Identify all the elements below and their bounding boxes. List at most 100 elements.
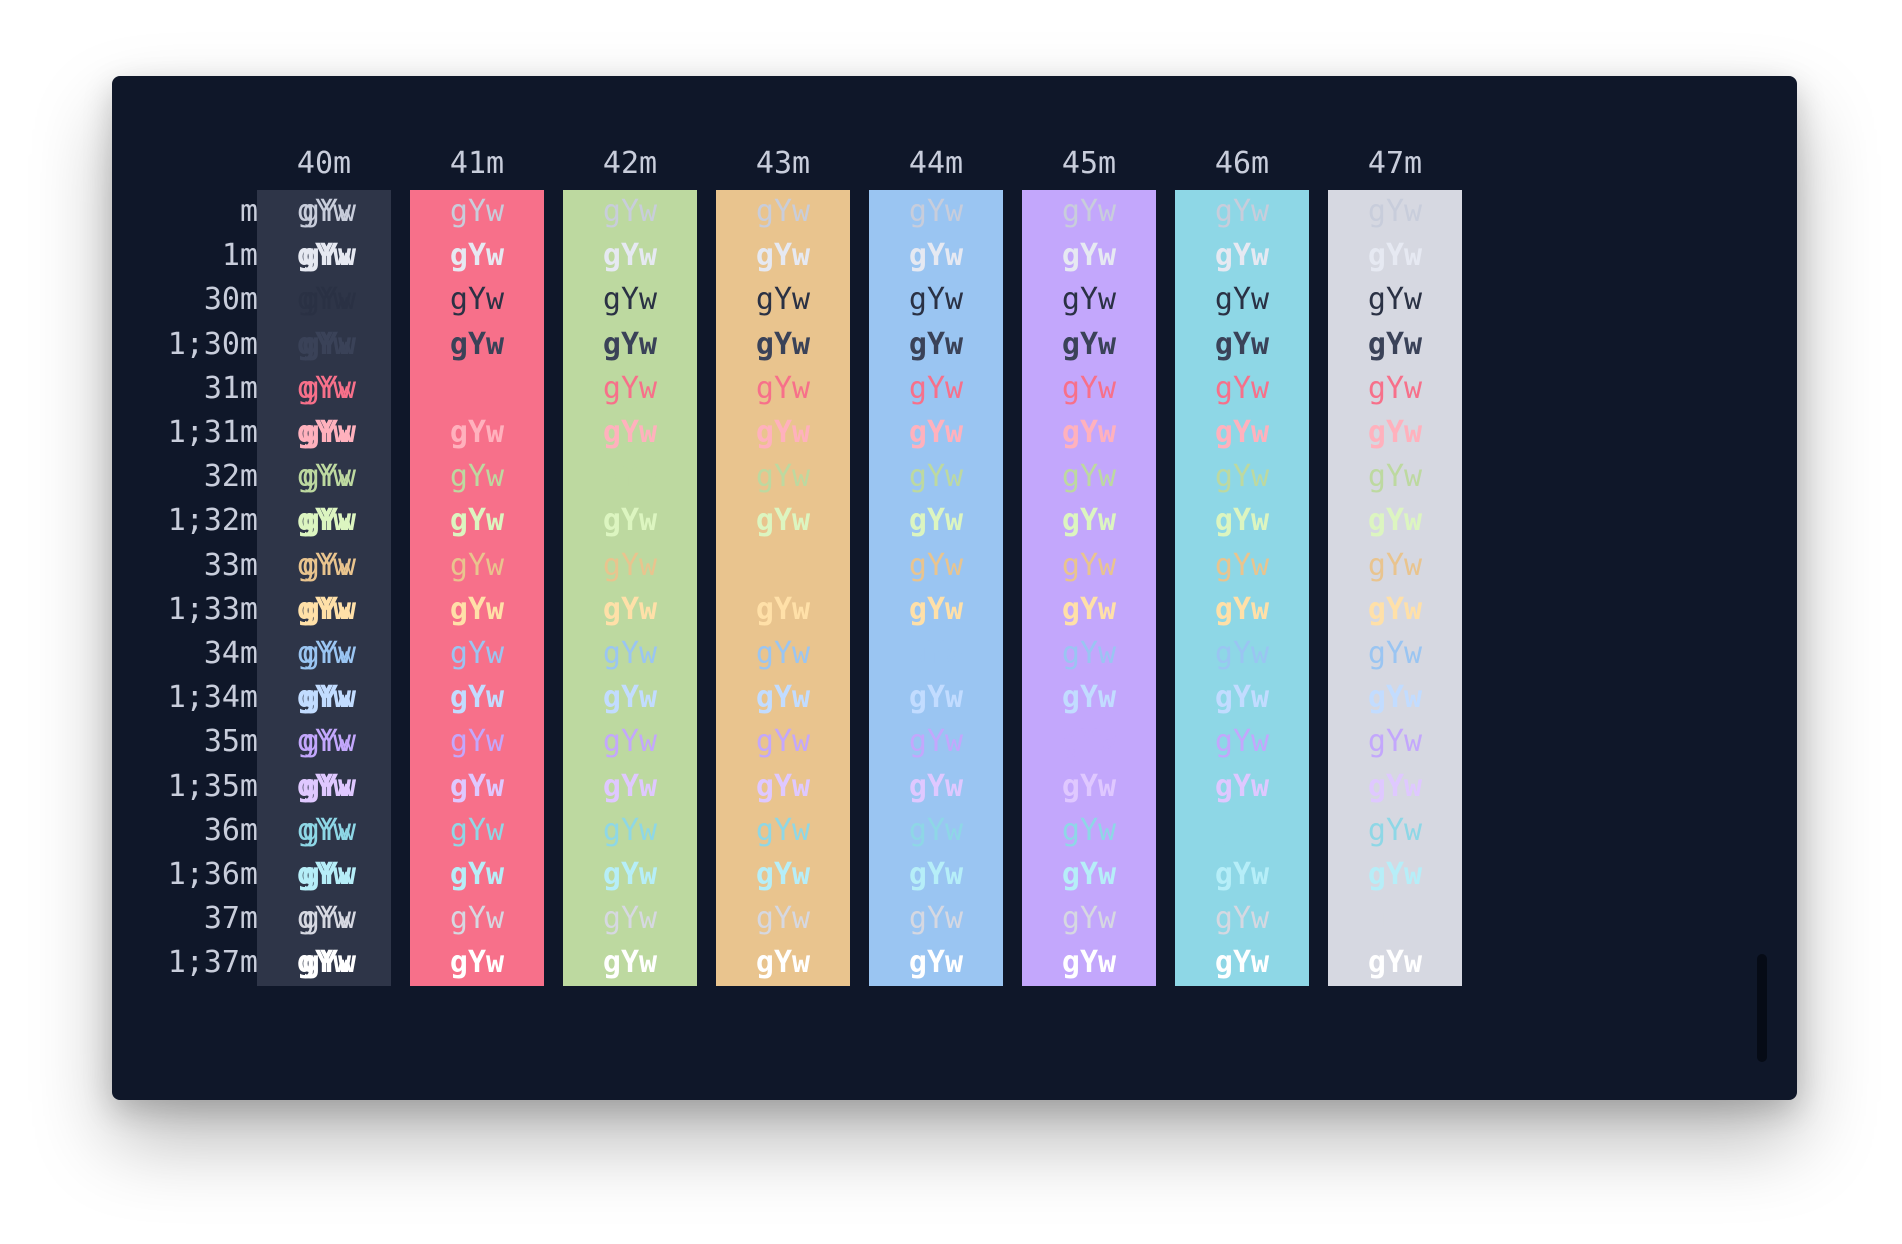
- sample-cell: gYw: [1214, 327, 1270, 362]
- sample-cell: gYw: [301, 724, 357, 759]
- sample-cell: gYw: [296, 371, 352, 406]
- background-column-43m: [716, 190, 850, 986]
- sample-cell: gYw: [1214, 680, 1270, 715]
- sample-cell: gYw: [301, 592, 357, 627]
- sample-cell: gYw: [602, 901, 658, 936]
- row-label: 32m: [203, 459, 258, 494]
- sample-cell: gYw: [755, 945, 811, 980]
- background-column-45m: [1022, 190, 1156, 986]
- sample-cell: gYw: [602, 680, 658, 715]
- sample-cell: gYw: [908, 945, 964, 980]
- sample-cell: gYw: [1367, 680, 1423, 715]
- terminal-window[interactable]: 40m 41m 42m 43m 44m 45m 46m 47m m gYw gYw gYw gYw gYw…: [112, 76, 1797, 1100]
- sample-cell: gYw: [755, 503, 811, 538]
- sample-cell: gYw: [1061, 194, 1117, 229]
- sample-cell: gYw: [755, 901, 811, 936]
- sample-cell: gYw: [1061, 371, 1117, 406]
- sample-cell: gYw: [1214, 282, 1270, 317]
- sample-cell: gYw: [296, 769, 352, 804]
- sample-cell: gYw: [1367, 503, 1423, 538]
- sample-cell: gYw: [296, 459, 352, 494]
- sample-cell: gYw: [602, 813, 658, 848]
- sample-cell: gYw: [301, 282, 357, 317]
- sample-cell: gYw: [908, 415, 964, 450]
- sample-cell: gYw: [1367, 857, 1423, 892]
- sample-cell: gYw: [602, 194, 658, 229]
- sample-cell: gYw: [449, 857, 505, 892]
- sample-cell: gYw: [908, 194, 964, 229]
- sample-cell: gYw: [1061, 636, 1117, 671]
- sample-cell: gYw: [1214, 238, 1270, 273]
- sample-cell: gYw: [301, 945, 357, 980]
- sample-cell: gYw: [755, 459, 811, 494]
- sample-cell: gYw: [449, 238, 505, 273]
- row-label: 35m: [203, 724, 258, 759]
- sample-cell: gYw: [296, 636, 352, 671]
- column-header: 45m: [1061, 146, 1117, 181]
- sample-cell: gYw: [755, 238, 811, 273]
- sample-cell: gYw: [1214, 459, 1270, 494]
- sample-cell: gYw: [296, 680, 352, 715]
- sample-cell: gYw: [908, 724, 964, 759]
- background-column-40m: [257, 190, 391, 986]
- scrollbar[interactable]: [1757, 954, 1767, 1062]
- sample-cell: gYw: [449, 548, 505, 583]
- sample-cell: gYw: [602, 592, 658, 627]
- sample-cell: gYw: [1367, 724, 1423, 759]
- sample-cell: gYw: [1214, 415, 1270, 450]
- sample-cell: gYw: [1061, 592, 1117, 627]
- sample-cell: gYw: [1214, 724, 1270, 759]
- sample-cell: gYw: [602, 945, 658, 980]
- row-label: m: [239, 194, 258, 229]
- sample-cell: gYw: [296, 945, 352, 980]
- sample-cell: gYw: [1061, 238, 1117, 273]
- sample-cell: gYw: [602, 503, 658, 538]
- sample-cell: gYw: [1367, 769, 1423, 804]
- sample-cell: gYw: [1061, 327, 1117, 362]
- row-label: 36m: [203, 813, 258, 848]
- sample-cell: gYw: [908, 680, 964, 715]
- sample-cell: gYw: [908, 238, 964, 273]
- sample-cell: gYw: [296, 238, 352, 273]
- sample-cell: gYw: [296, 194, 352, 229]
- sample-cell: gYw: [908, 901, 964, 936]
- sample-cell: gYw: [449, 371, 505, 406]
- sample-cell: gYw: [602, 459, 658, 494]
- sample-cell: gYw: [1214, 769, 1270, 804]
- row-label: 37m: [203, 901, 258, 936]
- background-column-47m: [1328, 190, 1462, 986]
- column-header: 44m: [908, 146, 964, 181]
- sample-cell: gYw: [1061, 459, 1117, 494]
- column-header: 41m: [449, 146, 505, 181]
- sample-cell: gYw: [1061, 857, 1117, 892]
- sample-cell: gYw: [301, 238, 357, 273]
- sample-cell: gYw: [755, 194, 811, 229]
- sample-cell: gYw: [755, 724, 811, 759]
- column-header: 40m: [296, 146, 352, 181]
- sample-cell: gYw: [1367, 194, 1423, 229]
- sample-cell: gYw: [449, 680, 505, 715]
- sample-cell: gYw: [301, 901, 357, 936]
- sample-cell: gYw: [449, 636, 505, 671]
- sample-cell: gYw: [1367, 901, 1423, 936]
- sample-cell: gYw: [908, 503, 964, 538]
- column-header: 47m: [1367, 146, 1423, 181]
- sample-cell: gYw: [301, 503, 357, 538]
- row-label: 1;32m: [167, 503, 258, 538]
- sample-cell: gYw: [908, 327, 964, 362]
- sample-cell: gYw: [1367, 327, 1423, 362]
- sample-cell: gYw: [301, 327, 357, 362]
- sample-cell: gYw: [1367, 592, 1423, 627]
- row-label: 1m: [221, 238, 258, 273]
- background-column-44m: [869, 190, 1003, 986]
- sample-cell: gYw: [449, 459, 505, 494]
- sample-cell: gYw: [1214, 194, 1270, 229]
- sample-cell: gYw: [1367, 459, 1423, 494]
- sample-cell: gYw: [1214, 813, 1270, 848]
- sample-cell: gYw: [1061, 901, 1117, 936]
- sample-cell: gYw: [301, 415, 357, 450]
- sample-cell: gYw: [449, 945, 505, 980]
- row-label: 1;30m: [167, 327, 258, 362]
- row-label: 1;33m: [167, 592, 258, 627]
- sample-cell: gYw: [602, 548, 658, 583]
